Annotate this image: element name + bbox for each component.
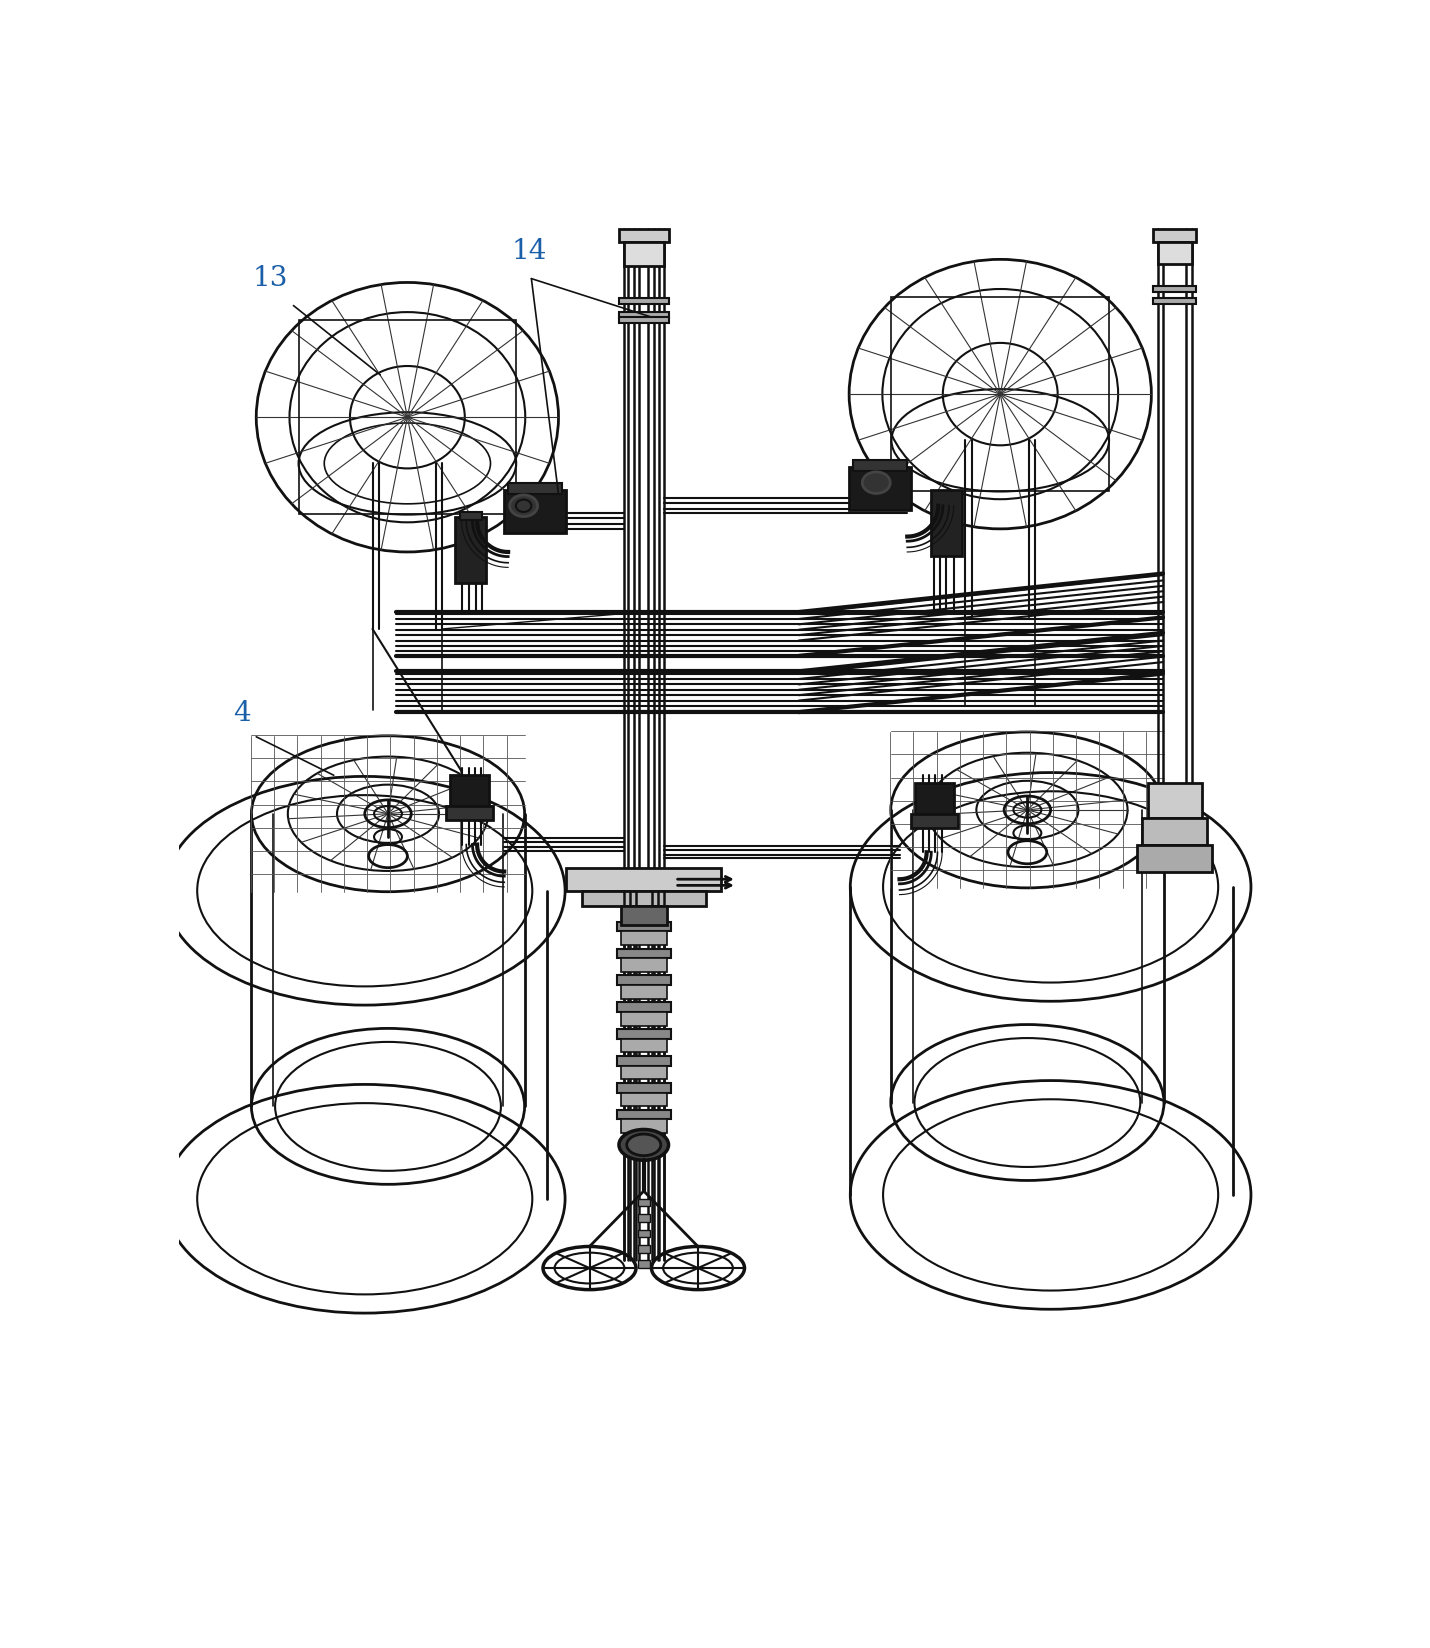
Bar	[621, 1012, 666, 1025]
Bar	[915, 783, 954, 814]
Bar	[616, 1111, 671, 1119]
Bar	[505, 491, 566, 532]
Bar	[1157, 242, 1191, 264]
Bar	[931, 491, 961, 555]
Bar	[616, 921, 671, 931]
Bar	[1153, 287, 1197, 292]
Bar	[638, 1261, 651, 1267]
Bar	[446, 806, 492, 821]
Ellipse shape	[862, 471, 891, 493]
Bar	[616, 1030, 671, 1038]
Bar	[616, 1056, 671, 1066]
Bar	[1137, 844, 1211, 872]
Bar	[455, 517, 486, 583]
Bar	[582, 892, 706, 906]
Ellipse shape	[626, 1134, 661, 1155]
Bar	[619, 298, 669, 303]
Bar	[621, 931, 666, 944]
Bar	[621, 1093, 666, 1106]
Bar	[616, 1002, 671, 1012]
Text: 4: 4	[233, 700, 250, 727]
Ellipse shape	[509, 494, 538, 516]
Bar	[299, 320, 516, 514]
Bar	[616, 976, 671, 986]
Bar	[1153, 229, 1197, 242]
Bar	[621, 986, 666, 999]
Bar	[849, 468, 911, 509]
Bar	[621, 906, 666, 926]
Bar	[638, 1244, 651, 1252]
Text: 13: 13	[252, 265, 287, 292]
Bar	[1153, 298, 1197, 303]
Bar	[638, 1215, 651, 1221]
Bar	[1143, 817, 1207, 844]
Bar	[621, 1119, 666, 1134]
Bar	[619, 316, 669, 323]
Bar	[621, 1066, 666, 1079]
Bar	[854, 460, 907, 471]
Bar	[619, 229, 669, 242]
Bar	[621, 1038, 666, 1053]
Bar	[616, 949, 671, 957]
Bar	[638, 1198, 651, 1206]
Bar	[616, 1083, 671, 1093]
Bar	[911, 814, 958, 827]
Bar	[638, 1229, 651, 1238]
Bar	[1147, 783, 1201, 817]
Ellipse shape	[619, 1129, 669, 1160]
Bar	[619, 311, 669, 318]
Bar	[621, 957, 666, 972]
Bar	[623, 242, 664, 265]
Bar	[460, 513, 482, 519]
Bar	[450, 775, 489, 806]
Bar	[566, 867, 721, 892]
Bar	[508, 483, 562, 494]
Text: 14: 14	[512, 239, 548, 265]
Bar	[891, 297, 1110, 491]
